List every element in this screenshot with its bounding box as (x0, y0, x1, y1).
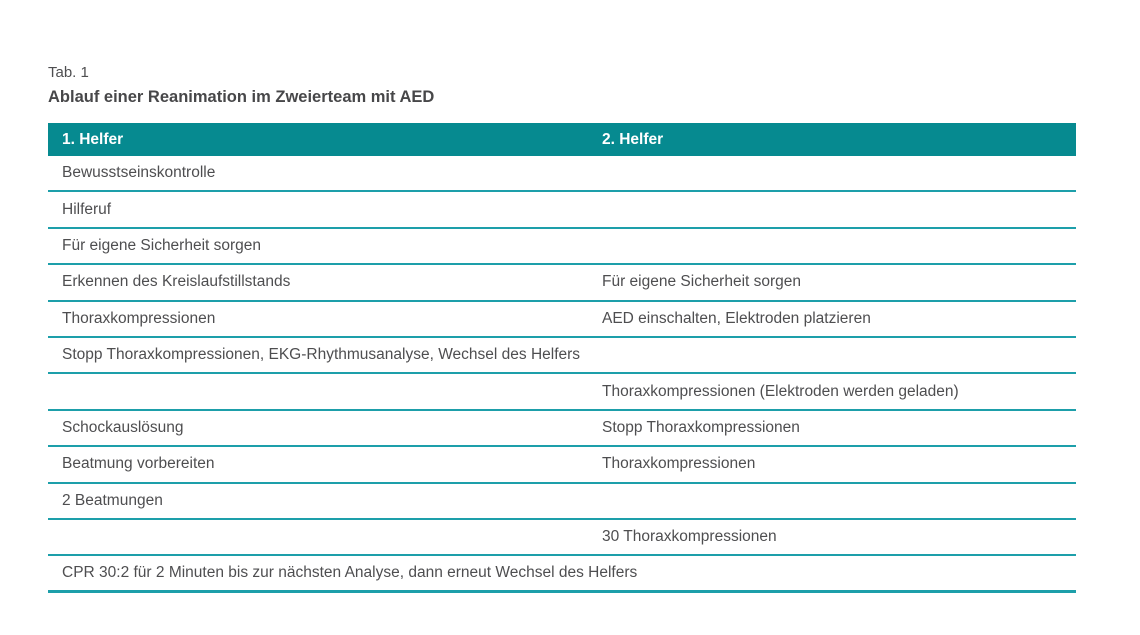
cell-helper1: Thoraxkompressionen (62, 309, 216, 327)
table-number-label: Tab. 1 (48, 64, 89, 81)
table-row: Hilferuf (48, 192, 1076, 229)
table-body: Bewusstseinskontrolle Hilferuf Für eigene … (48, 156, 1076, 593)
cell-helper2: Thoraxkompressionen (Elektroden werden g… (602, 382, 959, 400)
cell-helper1: Erkennen des Kreislaufstillstands (62, 273, 291, 291)
cell-helper1: Schockauslösung (62, 418, 184, 436)
cell-helper2: 30 Thoraxkompressionen (602, 528, 777, 546)
table-figure: Tab. 1 Ablauf einer Reanimation im Zweie… (48, 63, 1076, 593)
cell-both-helpers: CPR 30:2 für 2 Minuten bis zur nächsten … (62, 563, 638, 581)
table-row: 30 Thoraxkompressionen (48, 520, 1076, 557)
cell-helper1: Bewusstseinskontrolle (62, 164, 216, 182)
table-row: Thoraxkompressionen AED einschalten, Elek… (48, 302, 1076, 338)
cell-helper2: Für eigene Sicherheit sorgen (602, 273, 802, 291)
table-row: CPR 30:2 für 2 Minuten bis zur nächsten … (48, 556, 1076, 593)
column-header-helper1: 1. Helfer (62, 130, 124, 148)
cell-helper1: Beatmung vorbereiten (62, 455, 215, 473)
table-row: Erkennen des Kreislaufstillstands Für eig… (48, 265, 1076, 302)
cell-helper2: Stopp Thoraxkompressionen (602, 418, 800, 436)
cell-helper1: Für eigene Sicherheit sorgen (62, 236, 262, 254)
table-row: Beatmung vorbereiten Thoraxkompressionen (48, 447, 1076, 484)
cell-helper2: Thoraxkompressionen (602, 455, 756, 473)
cell-helper1: 2 Beatmungen (62, 491, 163, 509)
table-row: Schockauslösung Stopp Thoraxkompressionen (48, 411, 1076, 448)
cell-helper2: AED einschalten, Elektroden platzieren (602, 309, 871, 327)
cell-both-helpers: Stopp Thoraxkompressionen, EKG-Rhythmusa… (62, 346, 581, 364)
table-title: Ablauf einer Reanimation im Zweierteam m… (48, 88, 435, 106)
table-row: Stopp Thoraxkompressionen, EKG-Rhythmusa… (48, 338, 1076, 375)
cell-helper1: Hilferuf (62, 200, 112, 218)
table-row: Thoraxkompressionen (Elektroden werden g… (48, 374, 1076, 411)
table-row: Für eigene Sicherheit sorgen (48, 229, 1076, 266)
table-row: Bewusstseinskontrolle (48, 156, 1076, 193)
cpr-procedure-table: 1. Helfer 2. Helfer Bewusstseinskontroll… (48, 123, 1076, 593)
column-header-helper2: 2. Helfer (602, 130, 664, 148)
table-header-row: 1. Helfer 2. Helfer (48, 123, 1076, 156)
table-row: 2 Beatmungen (48, 484, 1076, 520)
